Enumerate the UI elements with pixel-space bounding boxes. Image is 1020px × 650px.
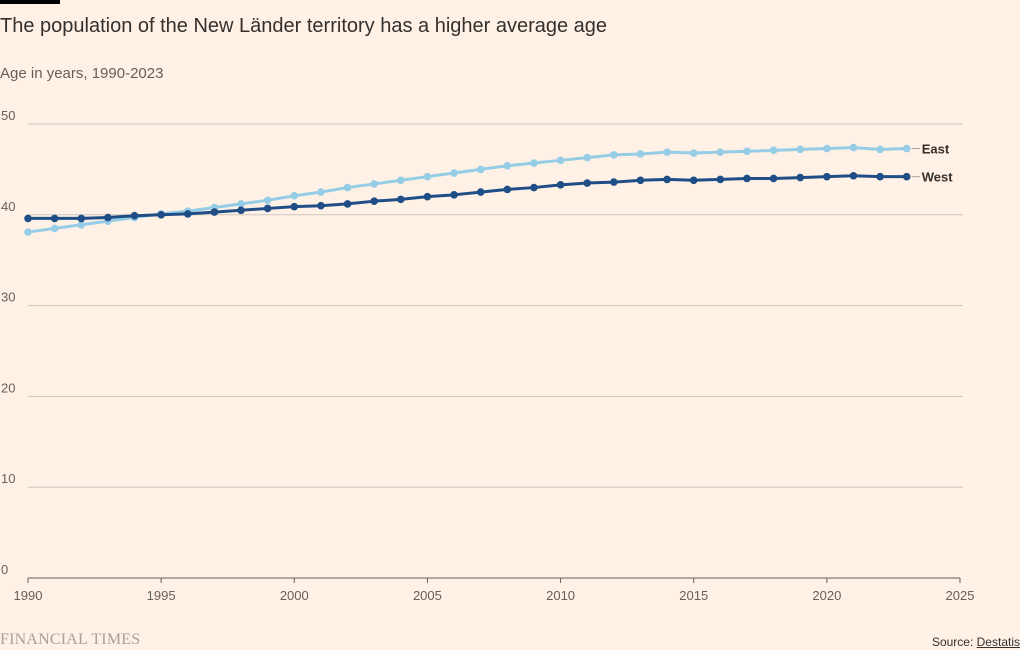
data-point-east: [823, 144, 831, 153]
series-lines: [24, 143, 911, 236]
data-point-west: [610, 178, 618, 186]
data-point-west: [902, 172, 911, 181]
series-line-east: [27, 146, 907, 234]
data-point-west: [849, 171, 858, 180]
series-west: [24, 171, 911, 223]
data-point-east: [530, 159, 538, 167]
data-point-west: [689, 176, 698, 185]
data-point-east: [583, 153, 591, 162]
series-label-east: East: [922, 142, 950, 157]
data-point-east: [849, 143, 858, 152]
data-point-west: [823, 172, 831, 181]
series-label-west: West: [922, 170, 953, 185]
line-chart: 0 10 20 30 40 50 1990 1995 2000 2005 2010 2015 2020…: [1, 108, 975, 603]
x-tick-label: 2000: [280, 588, 309, 603]
x-tick-label: 2015: [679, 588, 708, 603]
data-point-east: [689, 149, 698, 157]
series-line-west: [28, 174, 907, 220]
ft-logo: FINANCIAL TIMES: [0, 631, 141, 648]
data-point-east: [397, 176, 405, 185]
data-point-west: [663, 175, 671, 184]
data-point-west: [450, 191, 458, 199]
data-point-west: [583, 179, 591, 187]
data-point-west: [130, 211, 139, 220]
y-tick-label: 20: [1, 380, 15, 395]
data-point-west: [530, 183, 538, 192]
x-tick-label: 2005: [413, 588, 442, 603]
data-point-east: [663, 148, 671, 156]
data-point-east: [876, 145, 884, 154]
x-tick-label: 2010: [546, 588, 575, 603]
data-point-east: [50, 224, 59, 233]
x-axis: 1990 1995 2000 2005 2010 2015 2020 2025: [14, 577, 975, 603]
data-point-west: [237, 206, 245, 215]
y-tick-label: 0: [1, 562, 8, 577]
data-point-west: [423, 192, 432, 201]
data-point-east: [503, 161, 512, 170]
data-point-west: [503, 185, 512, 194]
data-point-east: [556, 156, 565, 165]
data-point-west: [476, 188, 485, 196]
data-point-west: [556, 181, 565, 189]
data-point-east: [476, 165, 485, 174]
series-labels: East West: [911, 142, 953, 185]
data-point-east: [317, 188, 325, 196]
source-prefix: Source:: [931, 635, 977, 649]
data-point-east: [423, 172, 432, 181]
data-point-west: [317, 201, 325, 210]
y-tick-label: 40: [1, 199, 15, 214]
data-point-west: [24, 214, 32, 223]
data-point-east: [343, 183, 352, 192]
data-point-east: [743, 147, 751, 156]
data-point-east: [24, 228, 32, 236]
data-point-west: [343, 200, 352, 208]
brand-bar: [0, 0, 60, 4]
data-point-west: [77, 214, 86, 223]
data-point-west: [263, 204, 272, 213]
x-tick-label: 2020: [812, 588, 841, 603]
y-tick-label: 30: [1, 290, 15, 305]
data-point-east: [370, 180, 378, 188]
x-tick-label: 1995: [147, 588, 176, 603]
data-point-west: [210, 208, 219, 216]
data-point-east: [636, 150, 645, 158]
data-point-east: [237, 200, 245, 208]
data-point-west: [104, 213, 112, 222]
data-point-east: [796, 145, 805, 154]
y-tick-label: 10: [1, 471, 15, 486]
source-link[interactable]: Destatis: [976, 635, 1020, 649]
chart-subtitle: Age in years, 1990-2023: [0, 65, 164, 82]
x-tick-label: 1990: [14, 588, 43, 603]
data-point-east: [450, 169, 458, 177]
source-note: Source: Destatis: [932, 635, 1020, 649]
data-point-east: [769, 146, 778, 155]
data-point-west: [876, 172, 884, 181]
y-tick-label: 50: [1, 108, 15, 123]
data-point-west: [636, 176, 645, 185]
data-point-west: [183, 210, 192, 218]
data-point-east: [716, 148, 725, 156]
x-tick-label: 2025: [946, 588, 975, 603]
data-point-east: [77, 220, 86, 229]
data-point-east: [263, 196, 272, 205]
data-point-west: [370, 197, 378, 205]
data-point-west: [743, 174, 751, 183]
data-point-west: [716, 175, 725, 184]
data-point-west: [397, 195, 405, 204]
data-point-west: [769, 174, 778, 183]
chart-title: The population of the New Länder territo…: [0, 15, 608, 37]
data-point-west: [290, 202, 299, 211]
data-point-west: [50, 214, 59, 223]
data-point-east: [902, 144, 911, 153]
data-point-east: [290, 191, 299, 200]
data-point-west: [796, 173, 805, 182]
data-point-east: [610, 151, 618, 159]
series-east: [24, 143, 911, 236]
data-point-west: [157, 211, 165, 219]
